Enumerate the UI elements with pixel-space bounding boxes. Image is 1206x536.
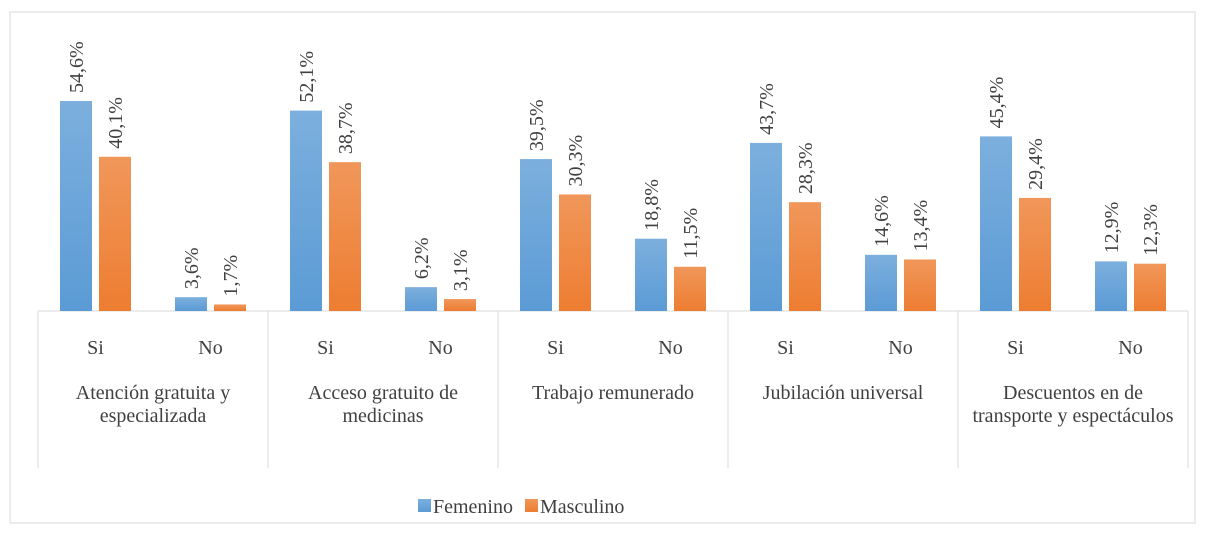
value-label: 3,6% (181, 247, 203, 289)
bar (1019, 197, 1051, 311)
group-label: Acceso gratuito de medicinas (308, 382, 458, 427)
value-label: 39,5% (526, 99, 548, 151)
x-tick-label: No (428, 337, 452, 359)
bar (635, 238, 667, 311)
x-tick-label: No (1118, 337, 1142, 359)
bar (980, 136, 1012, 311)
group-label: Trabajo remunerado (532, 382, 694, 404)
x-tick-label: No (658, 337, 682, 359)
group-label: Jubilación universal (762, 382, 924, 404)
group-label: Descuentos en de transporte y espectácul… (972, 382, 1174, 427)
legend-swatch (525, 499, 538, 512)
bar (60, 101, 92, 311)
value-label: 28,3% (795, 142, 817, 194)
legend-swatch (418, 499, 431, 512)
bar (1095, 261, 1127, 311)
x-tick-label: Si (547, 337, 564, 359)
bar (904, 259, 936, 311)
x-tick-label: Si (317, 337, 334, 359)
value-label: 38,7% (335, 102, 357, 154)
bar (865, 254, 897, 311)
bar (99, 156, 131, 311)
bar (559, 194, 591, 311)
value-label: 29,4% (1025, 138, 1047, 190)
value-label: 54,6% (66, 41, 88, 93)
value-label: 3,1% (450, 249, 472, 291)
value-label: 18,8% (641, 179, 663, 231)
x-tick-label: No (198, 337, 222, 359)
value-label: 1,7% (220, 255, 242, 297)
x-tick-label: No (888, 337, 912, 359)
bar (175, 297, 207, 311)
bar (329, 162, 361, 311)
bar (444, 299, 476, 311)
bar (290, 110, 322, 311)
bar (214, 304, 246, 311)
value-label: 52,1% (296, 51, 318, 103)
value-label: 6,2% (411, 237, 433, 279)
bar (674, 266, 706, 311)
bar (1134, 263, 1166, 311)
legend-label: Femenino (433, 496, 513, 518)
bar (789, 202, 821, 311)
value-label: 12,9% (1101, 202, 1123, 254)
value-label: 14,6% (871, 195, 893, 247)
value-label: 45,4% (986, 77, 1008, 129)
group-label: Atención gratuita y especializada (75, 382, 231, 427)
value-label: 43,7% (756, 83, 778, 135)
bar (405, 287, 437, 311)
x-tick-label: Si (777, 337, 794, 359)
bar (520, 159, 552, 311)
value-label: 13,4% (910, 200, 932, 252)
x-tick-label: Si (1007, 337, 1024, 359)
bar (750, 142, 782, 311)
legend-label: Masculino (540, 496, 624, 518)
value-label: 11,5% (680, 208, 702, 259)
x-tick-label: Si (87, 337, 104, 359)
value-label: 30,3% (565, 135, 587, 187)
value-label: 40,1% (105, 97, 127, 149)
value-label: 12,3% (1140, 204, 1162, 256)
